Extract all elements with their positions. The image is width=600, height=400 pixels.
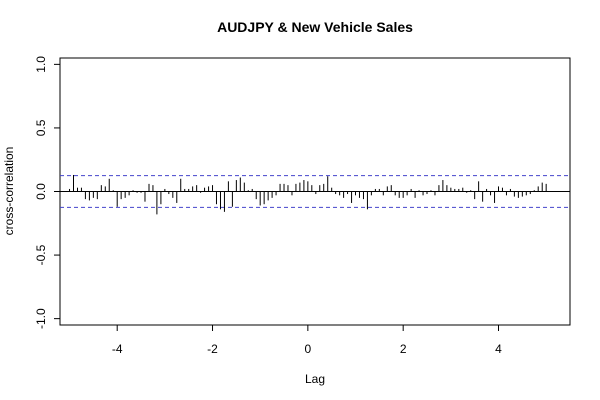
- y-tick-label: 0.0: [34, 183, 48, 200]
- y-tick-label: 1.0: [34, 56, 48, 73]
- confidence-band: [60, 175, 570, 208]
- x-tick-label: -2: [207, 342, 218, 356]
- y-tick-label: -0.5: [34, 244, 48, 265]
- y-tick-label: -1.0: [34, 308, 48, 329]
- y-axis: -1.0 -0.5 0.0 0.5 1.0: [34, 56, 60, 329]
- correlation-bars: [69, 174, 547, 215]
- x-axis: -4 -2 0 2 4: [112, 325, 502, 356]
- x-tick-label: 0: [305, 342, 312, 356]
- y-axis-label: cross-correlation: [2, 147, 16, 236]
- x-tick-label: 2: [400, 342, 407, 356]
- y-tick-label: 0.5: [34, 119, 48, 136]
- x-tick-label: -4: [112, 342, 123, 356]
- chart-title: AUDJPY & New Vehicle Sales: [217, 19, 413, 35]
- x-tick-label: 4: [495, 342, 502, 356]
- x-axis-label: Lag: [305, 372, 325, 386]
